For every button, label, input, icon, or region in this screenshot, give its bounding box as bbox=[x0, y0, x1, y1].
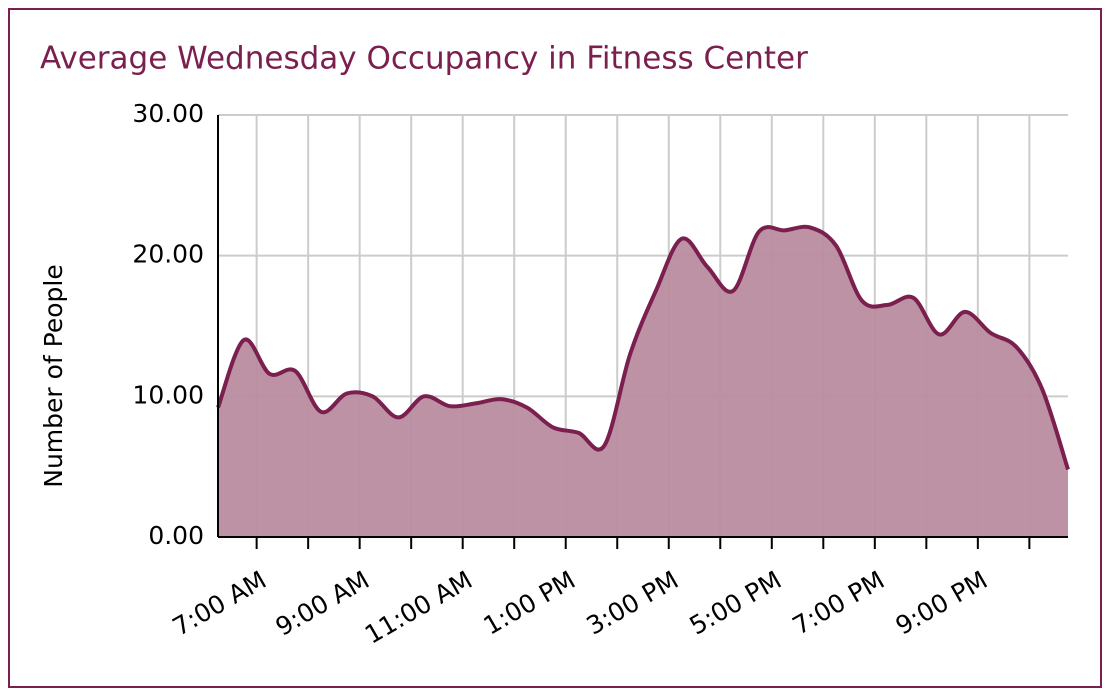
y-tick-label: 10.00 bbox=[132, 380, 204, 409]
y-tick-label: 0.00 bbox=[148, 521, 204, 550]
chart-title: Average Wednesday Occupancy in Fitness C… bbox=[40, 41, 808, 77]
area-line bbox=[216, 224, 1070, 471]
y-tick-label: 30.00 bbox=[132, 99, 204, 128]
area-fill bbox=[218, 226, 1068, 537]
y-tick-label: 20.00 bbox=[132, 240, 204, 269]
y-axis-label: Number of People bbox=[39, 264, 68, 487]
